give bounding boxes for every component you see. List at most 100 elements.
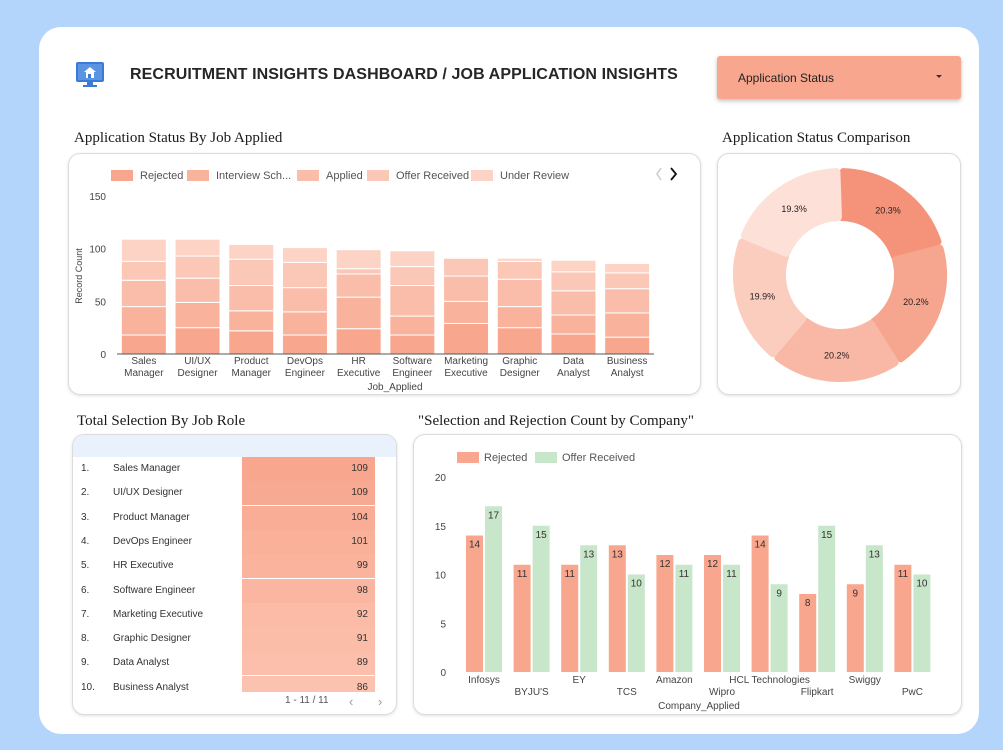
prev-page-icon[interactable]: ‹ <box>349 694 354 709</box>
donut-slice-3[interactable] <box>774 317 899 382</box>
table-row[interactable]: 4. DevOps Engineer 101 <box>73 529 396 554</box>
legend-label: Rejected <box>484 452 527 464</box>
bar-segment-rejected <box>335 328 382 355</box>
bar-offer-received <box>723 564 740 672</box>
bar-group-ey[interactable]: 11 13 <box>561 545 598 672</box>
legend-prev-icon[interactable] <box>656 167 662 181</box>
legend-swatch <box>535 452 557 463</box>
row-role: Product Manager <box>113 511 190 523</box>
legend-label: Rejected <box>140 170 183 182</box>
table-row[interactable]: 9. Data Analyst 89 <box>73 651 396 676</box>
bar-segment-rejected <box>281 334 328 355</box>
bar-stack-hr-executive[interactable] <box>335 249 382 355</box>
bar-group-amazon[interactable]: 12 11 <box>656 555 693 672</box>
bar-segment-rejected <box>120 334 167 355</box>
table-row[interactable]: 6. Software Engineer 98 <box>73 578 396 603</box>
bar-segment-interview-sch <box>496 306 543 329</box>
legend-item-offer-received[interactable]: Offer Received <box>535 452 635 464</box>
row-role: Marketing Executive <box>113 608 204 620</box>
legend-swatch <box>187 170 209 181</box>
bar-stack-sales-manager[interactable] <box>120 238 167 355</box>
data-label: 11 <box>517 569 528 580</box>
bar-segment-applied <box>120 279 167 308</box>
bar-stack-graphic-designer[interactable] <box>496 257 543 355</box>
donut-slice-2[interactable] <box>870 244 947 363</box>
status-by-job-title: Application Status By Job Applied <box>74 130 283 146</box>
bar-rejected <box>608 545 626 672</box>
bar-segment-under-review <box>228 243 275 260</box>
bar-stack-marketing-executive[interactable] <box>443 256 490 355</box>
bar-segment-applied <box>604 288 651 314</box>
bar-segment-interview-sch <box>281 311 328 336</box>
legend-item-applied[interactable]: Applied <box>297 170 363 182</box>
bar-rejected <box>561 564 579 672</box>
table-row[interactable]: 1. Sales Manager 109 <box>73 457 396 481</box>
next-page-icon[interactable]: › <box>378 694 383 709</box>
x-tick-label: BYJU'S <box>515 687 549 698</box>
table-row[interactable]: 3. Product Manager 104 <box>73 505 396 530</box>
bar-group-byju-s[interactable]: 11 15 <box>513 525 550 672</box>
bar-segment-under-review <box>496 257 543 262</box>
legend-swatch <box>111 170 133 181</box>
table-row[interactable]: 10. Business Analyst 86 <box>73 675 396 692</box>
bar-segment-interview-sch <box>120 306 167 336</box>
legend-swatch <box>457 452 479 463</box>
bar-segment-applied <box>496 278 543 308</box>
application-status-dropdown[interactable]: Application Status <box>717 56 961 99</box>
bar-rejected <box>846 584 864 672</box>
bar-offer-received <box>913 574 931 672</box>
legend-label: Under Review <box>500 170 569 182</box>
table-row[interactable]: 7. Marketing Executive 92 <box>73 602 396 627</box>
bar-stack-product-manager[interactable] <box>228 243 275 355</box>
legend-item-interview-sch[interactable]: Interview Sch... <box>187 170 291 182</box>
legend-item-under-review[interactable]: Under Review <box>471 170 569 182</box>
bar-group-swiggy[interactable]: 9 13 <box>846 545 883 672</box>
bar-group-tcs[interactable]: 13 10 <box>608 545 645 672</box>
bar-rejected <box>513 564 531 672</box>
bar-stack-data-analyst[interactable] <box>550 259 597 355</box>
x-tick-label: Business Analyst <box>607 356 648 379</box>
bar-segment-applied <box>174 277 221 303</box>
x-axis-label: Company_Applied <box>658 701 740 712</box>
bar-segment-under-review <box>174 238 221 257</box>
x-tick-label: HCL Technologies <box>729 675 810 686</box>
bar-group-hcl-technologies[interactable]: 14 9 <box>751 535 788 673</box>
selection-by-role-title: Total Selection By Job Role <box>77 413 246 429</box>
value-cell <box>242 602 375 627</box>
row-index: 9. <box>81 657 90 669</box>
y-tick-label: 50 <box>95 297 107 308</box>
table-row[interactable]: 2. UI/UX Designer 109 <box>73 481 396 506</box>
bar-group-infosys[interactable]: 14 17 <box>466 506 502 672</box>
bar-stack-software-engineer[interactable] <box>389 250 436 355</box>
bar-group-pwc[interactable]: 11 10 <box>894 564 931 672</box>
value-cell <box>242 529 375 554</box>
row-index: 4. <box>81 535 90 547</box>
donut-slice-4[interactable] <box>733 238 807 358</box>
value-cell <box>242 675 375 692</box>
data-label: 12 <box>659 559 671 570</box>
x-tick-label: Sales Manager <box>124 356 164 379</box>
y-tick-label: 0 <box>100 350 106 361</box>
bar-segment-offer-received <box>120 260 167 281</box>
bar-segment-rejected <box>496 327 543 355</box>
legend-item-rejected[interactable]: Rejected <box>457 452 527 464</box>
x-tick-label: UI/UX Designer <box>178 356 219 379</box>
bar-group-flipkart[interactable]: 8 15 <box>799 525 836 672</box>
data-label: 10 <box>631 579 643 590</box>
bar-segment-rejected <box>228 330 275 355</box>
table-row[interactable]: 5. HR Executive 99 <box>73 554 396 579</box>
data-label: 13 <box>612 549 624 560</box>
table-row[interactable]: 8. Graphic Designer 91 <box>73 627 396 652</box>
legend-item-offer-received[interactable]: Offer Received <box>367 170 469 182</box>
table-body[interactable]: 1. Sales Manager 109 2. UI/UX Designer 109 3. P… <box>73 457 396 692</box>
bar-segment-rejected <box>389 334 436 355</box>
legend-item-rejected[interactable]: Rejected <box>111 170 183 182</box>
selection-by-role-table: 1. Sales Manager 109 2. UI/UX Designer 109 3. P… <box>72 434 397 715</box>
donut-slice-5[interactable] <box>740 168 842 257</box>
bar-stack-ui-ux-designer[interactable] <box>174 238 221 355</box>
legend-next-icon[interactable] <box>670 167 678 181</box>
bar-group-wipro[interactable]: 12 11 <box>704 555 740 672</box>
bar-stack-business-analyst[interactable] <box>604 262 651 355</box>
bar-stack-devops-engineer[interactable] <box>281 247 328 355</box>
donut-slice-1[interactable] <box>838 168 942 261</box>
